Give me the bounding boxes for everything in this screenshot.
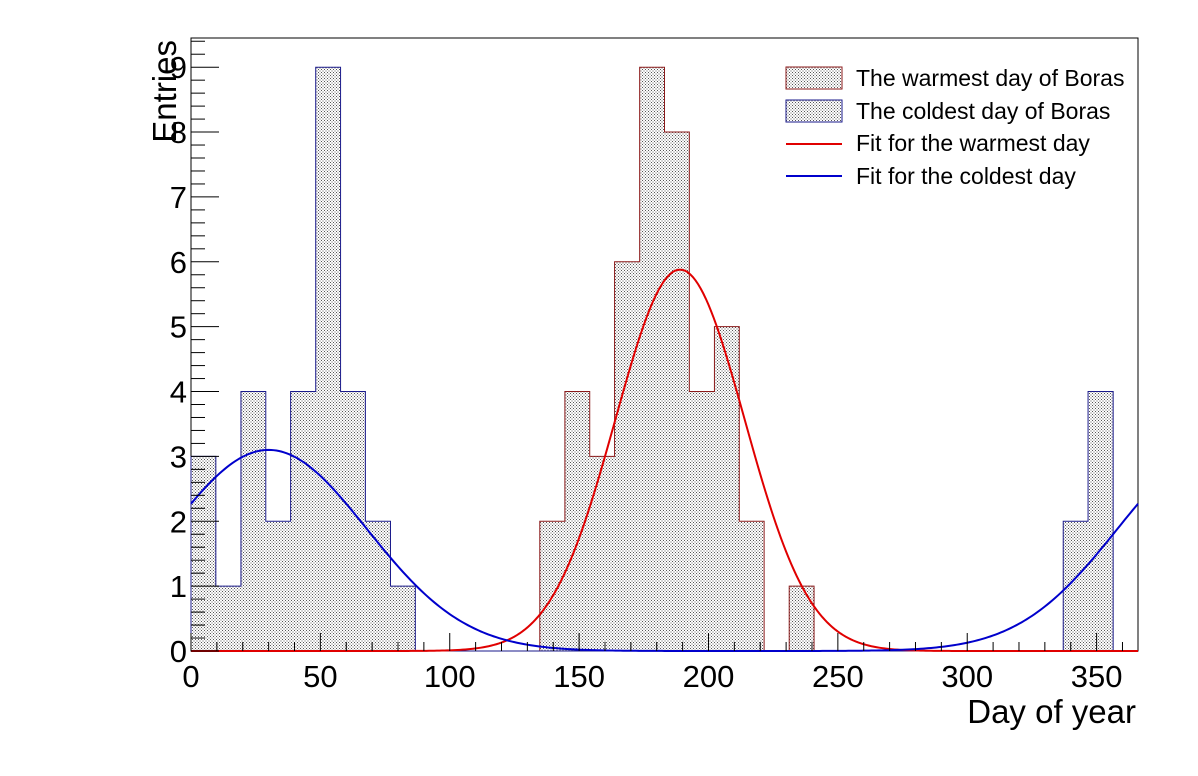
legend-label-coldest: The coldest day of Boras <box>856 98 1110 124</box>
bar-coldest-0 <box>191 456 216 651</box>
bar-coldest-1 <box>215 586 241 651</box>
y-tick-label: 3 <box>170 439 187 474</box>
bar-warmest-17 <box>614 261 640 651</box>
bar-coldest-5 <box>315 67 341 651</box>
legend-label-warmest: The warmest day of Boras <box>856 65 1124 91</box>
y-tick-label: 2 <box>170 504 187 539</box>
y-tick-label: 9 <box>170 50 187 85</box>
y-tick-label: 8 <box>170 115 187 150</box>
fit-curve-coldest <box>190 448 1139 652</box>
x-tick-label: 100 <box>424 659 476 694</box>
bar-warmest-16 <box>589 456 615 651</box>
fit-curve-warmest <box>191 268 1138 652</box>
bar-warmest-21 <box>714 326 740 651</box>
x-axis-title: Day of year <box>967 693 1136 730</box>
bars-layer <box>190 66 1138 652</box>
bar-warmest-24 <box>789 586 815 651</box>
x-tick-label: 150 <box>553 659 605 694</box>
legend-label-warmest-fit: Fit for the warmest day <box>856 130 1090 156</box>
bar-coldest-7 <box>365 521 391 651</box>
bar-warmest-18 <box>639 67 665 651</box>
bar-warmest-22 <box>739 521 765 651</box>
x-tick-label: 50 <box>303 659 337 694</box>
bar-coldest-3 <box>265 521 291 651</box>
x-tick-label: 300 <box>941 659 993 694</box>
x-tick-label: 250 <box>812 659 864 694</box>
y-tick-label: 7 <box>170 180 187 215</box>
x-tick-label: 0 <box>182 659 199 694</box>
legend-swatch-warmest <box>785 66 843 90</box>
legend-label-coldest-fit: Fit for the coldest day <box>856 163 1076 189</box>
bar-coldest-36 <box>1088 391 1114 651</box>
axes-layer: 0 50 100 150 200 250 300 350 0 1 2 3 4 5 6 7 8 9 <box>170 40 1123 694</box>
fit-curves-layer <box>190 268 1139 652</box>
bar-coldest-4 <box>290 391 316 651</box>
y-tick-label: 1 <box>170 569 187 604</box>
x-tick-label: 350 <box>1071 659 1123 694</box>
x-tick-label: 200 <box>683 659 735 694</box>
bar-warmest-19 <box>664 132 690 651</box>
y-tick-label: 0 <box>170 634 187 669</box>
bar-coldest-2 <box>240 391 266 651</box>
y-tick-label: 5 <box>170 310 187 345</box>
y-tick-label: 6 <box>170 245 187 280</box>
bar-coldest-8 <box>390 586 416 651</box>
legend: The warmest day of Boras The coldest day… <box>785 65 1124 189</box>
y-axis-title: Entries <box>146 40 183 143</box>
bar-warmest-14 <box>539 521 565 651</box>
bar-warmest-20 <box>689 391 715 651</box>
y-tick-label: 4 <box>170 375 187 410</box>
legend-swatch-coldest <box>785 99 843 123</box>
